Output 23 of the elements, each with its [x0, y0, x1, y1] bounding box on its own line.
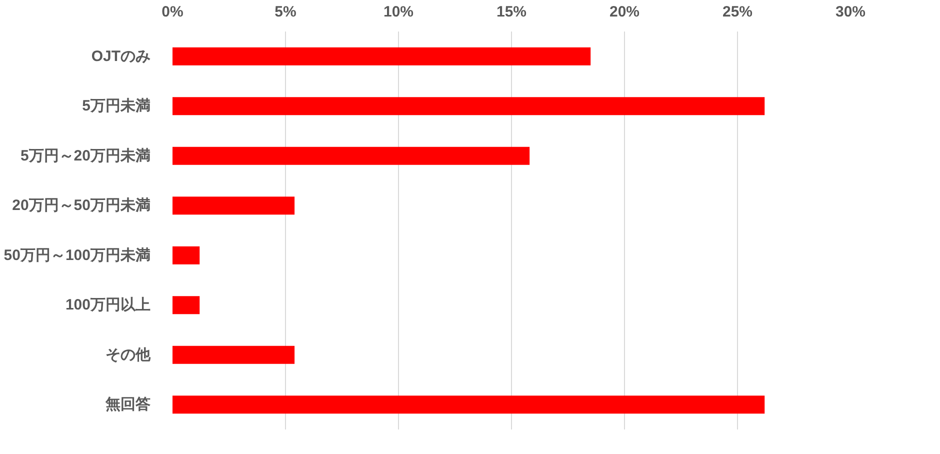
y-tick-label: その他: [106, 346, 152, 364]
bar: [172, 296, 200, 314]
bar: [172, 97, 765, 116]
bar: [172, 196, 295, 215]
x-tick-label: 10%: [383, 4, 414, 20]
x-tick-label: 5%: [274, 4, 296, 20]
x-tick-label: 20%: [609, 4, 640, 20]
bar: [172, 146, 530, 165]
y-tick-label: 無回答: [104, 396, 150, 414]
x-tick-label: 0%: [162, 4, 184, 20]
y-tick-label: 5万円未満: [82, 98, 150, 115]
bar: [172, 396, 765, 414]
x-tick-label: 15%: [496, 4, 527, 20]
bar: [172, 346, 295, 364]
x-tick-label: 25%: [722, 4, 753, 20]
y-tick-label: 100万円以上: [65, 296, 151, 314]
bar: [172, 246, 200, 264]
y-tick-label: 50万円～100万円未満: [4, 246, 151, 264]
y-tick-label: 20万円～50万円未満: [12, 197, 151, 214]
y-tick-label: 5万円～20万円未満: [20, 147, 151, 164]
x-tick-label: 30%: [835, 4, 866, 20]
bar: [172, 47, 591, 66]
y-tick-label: OJTのみ: [91, 48, 151, 65]
